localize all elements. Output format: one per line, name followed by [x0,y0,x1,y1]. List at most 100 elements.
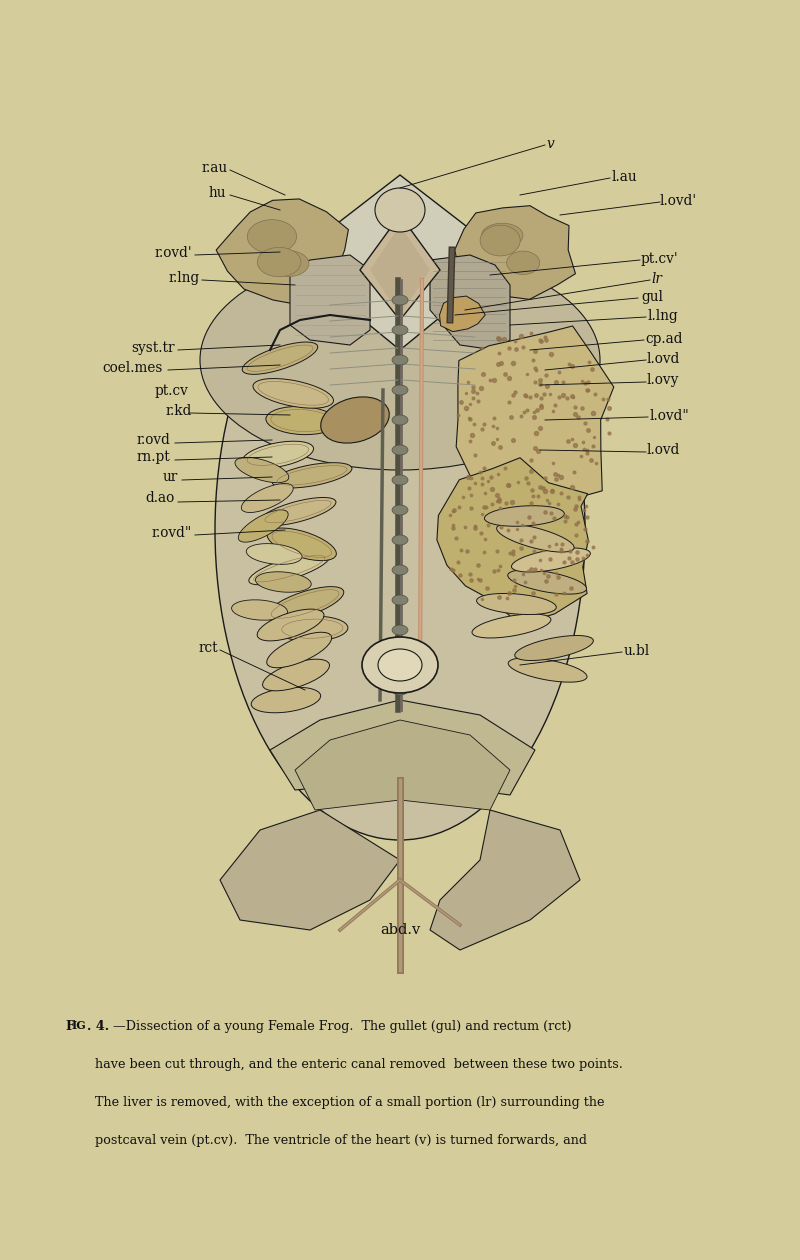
Ellipse shape [257,609,324,641]
Text: hu: hu [209,186,226,200]
Text: d.ao: d.ao [146,491,175,505]
Polygon shape [290,255,370,345]
Ellipse shape [266,251,309,277]
Ellipse shape [242,484,294,513]
Ellipse shape [249,553,330,585]
Text: have been cut through, and the enteric canal removed  between these two points.: have been cut through, and the enteric c… [95,1058,623,1071]
Ellipse shape [485,505,564,527]
Text: l.ovd: l.ovd [647,352,680,365]
Polygon shape [370,226,430,315]
Ellipse shape [392,415,408,425]
Ellipse shape [200,249,600,470]
Text: gul: gul [641,290,663,304]
Ellipse shape [258,247,301,277]
Text: r.ovd": r.ovd" [152,525,192,541]
Polygon shape [270,701,535,795]
Text: r.ovd': r.ovd' [154,246,192,260]
Text: The liver is removed, with the exception of a small portion (lr) surrounding the: The liver is removed, with the exception… [95,1096,605,1109]
Ellipse shape [251,687,321,713]
Polygon shape [430,810,580,950]
Ellipse shape [260,498,336,525]
Ellipse shape [482,223,523,247]
Ellipse shape [392,685,408,696]
Polygon shape [437,457,588,625]
Text: u.bl: u.bl [624,644,650,658]
Text: r.ovd: r.ovd [136,433,170,447]
Text: l.ovd": l.ovd" [650,410,690,423]
Text: pt.cv': pt.cv' [641,252,678,266]
Ellipse shape [392,325,408,335]
Text: pt.cv: pt.cv [154,384,188,398]
Text: l.ovd': l.ovd' [660,194,697,208]
Ellipse shape [392,655,408,665]
Ellipse shape [262,659,330,690]
Text: r.kd: r.kd [166,404,192,418]
Ellipse shape [235,457,289,483]
Ellipse shape [392,445,408,455]
Ellipse shape [266,633,332,668]
Text: cp.ad: cp.ad [645,331,682,346]
Text: —Dissection of a young Female Frog.  The gullet (gul) and rectum (rct): —Dissection of a young Female Frog. The … [113,1021,572,1033]
Ellipse shape [508,570,586,595]
Ellipse shape [266,587,344,621]
Ellipse shape [246,543,302,564]
Ellipse shape [508,658,587,682]
Ellipse shape [480,226,520,256]
Ellipse shape [247,219,297,253]
Ellipse shape [242,341,318,374]
Text: abd.v: abd.v [380,924,420,937]
Ellipse shape [392,536,408,546]
Text: . 4.: . 4. [87,1021,109,1033]
Text: postcaval vein (pt.cv).  The ventricle of the heart (v) is turned forwards, and: postcaval vein (pt.cv). The ventricle of… [95,1134,587,1147]
Ellipse shape [272,462,352,488]
Text: coel.mes: coel.mes [102,362,163,375]
Polygon shape [454,205,575,300]
Polygon shape [290,175,510,350]
Ellipse shape [375,188,425,232]
Ellipse shape [392,355,408,365]
Text: l.ovy: l.ovy [647,373,679,387]
Text: lr: lr [651,272,662,286]
Ellipse shape [506,251,540,275]
Text: r.au: r.au [202,161,228,175]
Ellipse shape [511,548,590,572]
Text: F: F [65,1021,74,1033]
Text: syst.tr: syst.tr [131,341,175,355]
Text: IG: IG [72,1021,86,1031]
Ellipse shape [321,397,390,444]
Text: rct: rct [198,641,218,655]
Ellipse shape [392,386,408,394]
Text: v: v [546,137,554,151]
Ellipse shape [392,564,408,575]
Text: r.lng: r.lng [169,271,200,285]
Polygon shape [295,719,510,810]
Text: rn.pt: rn.pt [136,450,170,464]
Ellipse shape [472,614,551,638]
Polygon shape [430,255,510,350]
Ellipse shape [362,638,438,693]
Text: ur: ur [162,470,178,484]
Ellipse shape [392,295,408,305]
Ellipse shape [392,505,408,515]
Ellipse shape [231,600,287,620]
Text: l.ovd: l.ovd [647,444,680,457]
Ellipse shape [392,475,408,485]
Ellipse shape [255,572,311,592]
Polygon shape [216,199,349,305]
Polygon shape [360,215,440,320]
Ellipse shape [378,649,422,680]
Ellipse shape [514,635,594,660]
Text: l.au: l.au [612,170,638,184]
Ellipse shape [238,510,288,542]
Ellipse shape [266,407,338,435]
Ellipse shape [477,593,556,615]
Ellipse shape [242,441,314,469]
Polygon shape [456,326,614,504]
Polygon shape [220,810,400,930]
Ellipse shape [253,378,334,408]
Ellipse shape [392,625,408,635]
Ellipse shape [215,220,585,840]
Ellipse shape [267,528,336,561]
Text: l.lng: l.lng [648,309,678,323]
Polygon shape [439,296,485,331]
